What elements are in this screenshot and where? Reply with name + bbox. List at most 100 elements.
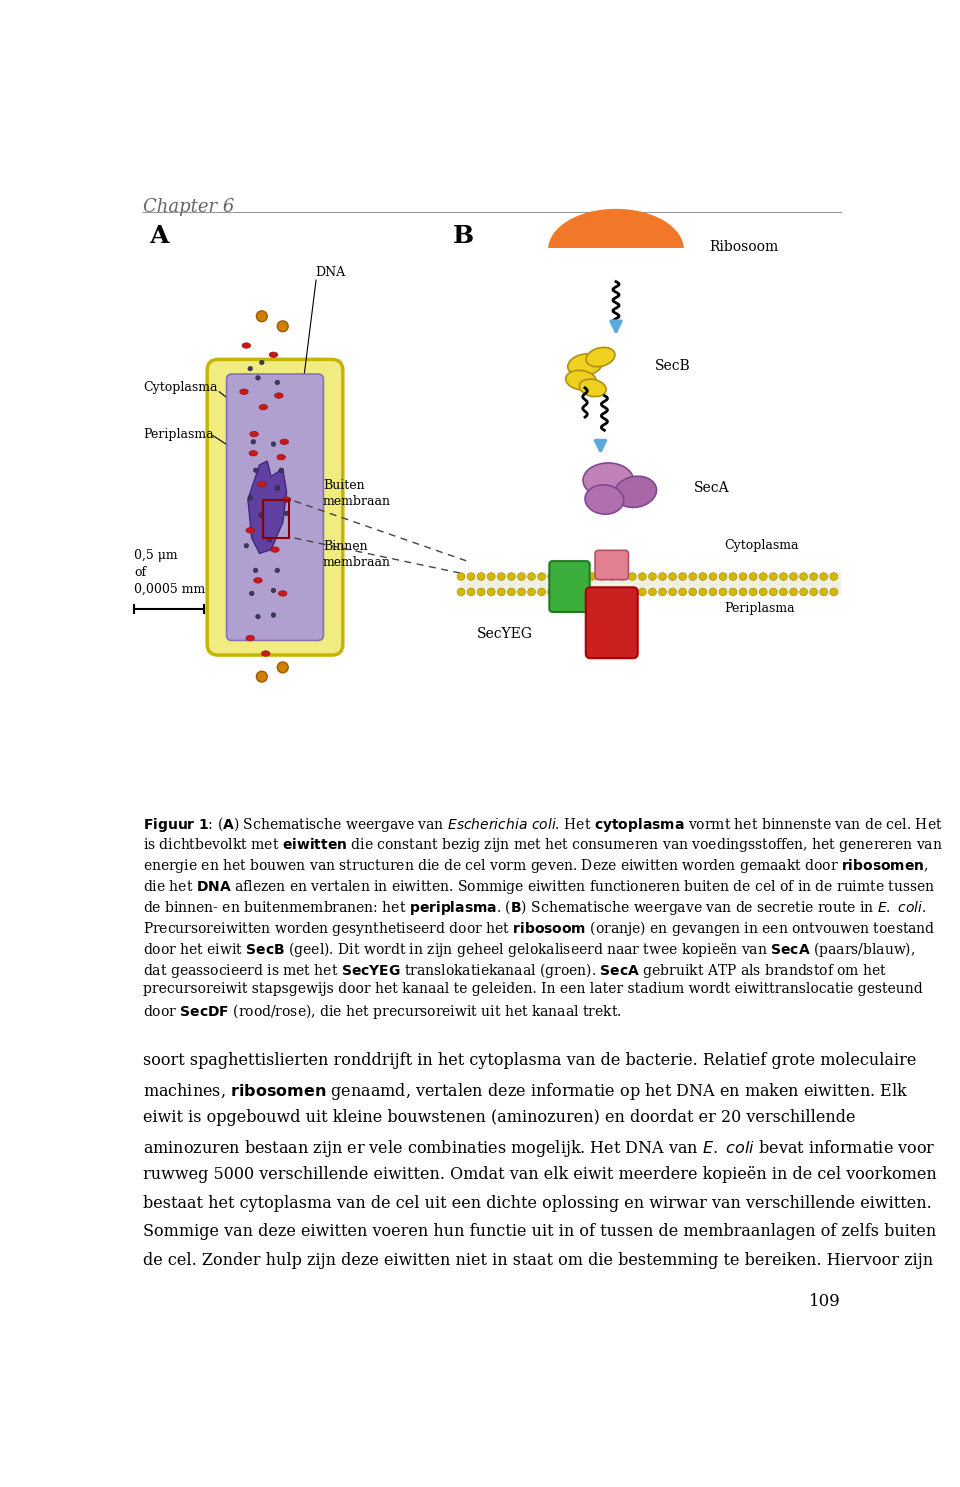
- Ellipse shape: [246, 528, 254, 532]
- Circle shape: [284, 512, 289, 516]
- Text: A: A: [150, 225, 169, 248]
- Circle shape: [770, 572, 778, 580]
- Circle shape: [275, 486, 279, 491]
- Circle shape: [558, 572, 565, 580]
- Ellipse shape: [246, 635, 254, 641]
- Text: dat geassocieerd is met het $\bf{SecYEG}$ translokatiekanaal (groen). $\bf{SecA}: dat geassocieerd is met het $\bf{SecYEG}…: [143, 961, 887, 980]
- Circle shape: [253, 568, 258, 572]
- Circle shape: [759, 572, 767, 580]
- Circle shape: [271, 613, 276, 617]
- Text: SecA: SecA: [693, 480, 730, 495]
- Ellipse shape: [276, 455, 285, 459]
- Ellipse shape: [548, 208, 684, 290]
- Circle shape: [508, 572, 516, 580]
- Text: Cytoplasma: Cytoplasma: [725, 540, 799, 552]
- Circle shape: [488, 572, 495, 580]
- Circle shape: [719, 572, 727, 580]
- Circle shape: [251, 440, 255, 445]
- Text: door het eiwit $\bf{SecB}$ (geel). Dit wordt in zijn geheel gelokaliseerd naar t: door het eiwit $\bf{SecB}$ (geel). Dit w…: [143, 940, 916, 959]
- Circle shape: [477, 572, 485, 580]
- Circle shape: [669, 572, 677, 580]
- Bar: [546, 248, 685, 296]
- Circle shape: [497, 572, 505, 580]
- Circle shape: [508, 587, 516, 596]
- Circle shape: [548, 572, 556, 580]
- Circle shape: [709, 572, 717, 580]
- Circle shape: [739, 587, 747, 596]
- Circle shape: [750, 587, 757, 596]
- Circle shape: [528, 572, 536, 580]
- Text: SecB: SecB: [655, 360, 690, 373]
- Circle shape: [277, 321, 288, 332]
- Circle shape: [528, 587, 536, 596]
- Circle shape: [629, 572, 636, 580]
- Bar: [263, 500, 289, 538]
- Ellipse shape: [614, 476, 657, 507]
- Text: 0,5 μm
of
0,0005 mm: 0,5 μm of 0,0005 mm: [134, 549, 205, 596]
- Circle shape: [829, 587, 838, 596]
- Circle shape: [649, 587, 657, 596]
- Circle shape: [679, 572, 686, 580]
- Circle shape: [256, 671, 267, 683]
- Ellipse shape: [275, 393, 283, 399]
- Text: aminozuren bestaan zijn er vele combinaties mogelijk. Het DNA van $\it{E.\ coli}: aminozuren bestaan zijn er vele combinat…: [143, 1138, 936, 1158]
- Text: door $\bf{SecDF}$ (rood/rose), die het precursoreiwit uit het kanaal trekt.: door $\bf{SecDF}$ (rood/rose), die het p…: [143, 1002, 622, 1022]
- Circle shape: [256, 311, 267, 321]
- Ellipse shape: [580, 379, 606, 397]
- Text: soort spaghettislierten ronddrijft in het cytoplasma van de bacterie. Relatief g: soort spaghettislierten ronddrijft in he…: [143, 1053, 917, 1069]
- Text: machines, $\bf{ribosomen}$ genaamd, vertalen deze informatie op het DNA en maken: machines, $\bf{ribosomen}$ genaamd, vert…: [143, 1081, 908, 1102]
- Ellipse shape: [586, 348, 615, 367]
- Circle shape: [271, 442, 276, 446]
- Text: eiwit is opgebouwd uit kleine bouwstenen (aminozuren) en doordat er 20 verschill: eiwit is opgebouwd uit kleine bouwstenen…: [143, 1109, 855, 1126]
- Ellipse shape: [242, 343, 251, 348]
- Text: bestaat het cytoplasma van de cel uit een dichte oplossing en wirwar van verschi: bestaat het cytoplasma van de cel uit ee…: [143, 1196, 932, 1212]
- Circle shape: [780, 572, 787, 580]
- Circle shape: [699, 572, 707, 580]
- Circle shape: [277, 662, 288, 672]
- Circle shape: [689, 587, 697, 596]
- Circle shape: [278, 468, 283, 473]
- FancyBboxPatch shape: [207, 360, 343, 656]
- Ellipse shape: [253, 577, 262, 583]
- Circle shape: [267, 537, 272, 541]
- Circle shape: [800, 587, 807, 596]
- Circle shape: [659, 587, 666, 596]
- Text: SecDF: SecDF: [585, 639, 632, 654]
- Circle shape: [629, 587, 636, 596]
- Circle shape: [488, 587, 495, 596]
- Circle shape: [548, 587, 556, 596]
- Circle shape: [517, 572, 525, 580]
- Circle shape: [578, 587, 586, 596]
- Circle shape: [809, 587, 818, 596]
- Text: Sommige van deze eiwitten voeren hun functie uit in of tussen de membraanlagen o: Sommige van deze eiwitten voeren hun fun…: [143, 1224, 937, 1240]
- Circle shape: [538, 587, 545, 596]
- Circle shape: [789, 587, 798, 596]
- Circle shape: [638, 572, 646, 580]
- Circle shape: [578, 572, 586, 580]
- FancyBboxPatch shape: [595, 550, 629, 580]
- Circle shape: [618, 587, 626, 596]
- Circle shape: [259, 360, 264, 364]
- Circle shape: [820, 572, 828, 580]
- Circle shape: [759, 587, 767, 596]
- Ellipse shape: [259, 404, 268, 410]
- Circle shape: [457, 587, 465, 596]
- Circle shape: [457, 572, 465, 580]
- Text: Buiten
membraan: Buiten membraan: [324, 479, 391, 509]
- Ellipse shape: [278, 590, 287, 596]
- Circle shape: [253, 468, 258, 473]
- Circle shape: [730, 587, 737, 596]
- Circle shape: [558, 587, 565, 596]
- Text: 109: 109: [809, 1292, 841, 1310]
- Circle shape: [780, 587, 787, 596]
- Circle shape: [568, 587, 576, 596]
- Circle shape: [659, 572, 666, 580]
- Circle shape: [255, 614, 260, 619]
- Circle shape: [497, 587, 505, 596]
- Circle shape: [689, 572, 697, 580]
- Circle shape: [618, 572, 626, 580]
- Ellipse shape: [583, 462, 634, 498]
- Ellipse shape: [240, 390, 249, 394]
- Circle shape: [820, 587, 828, 596]
- Text: $\bf{Figuur\ 1}$: ($\bf{A}$) Schematische weergave van $\it{Escherichia\ coli}$.: $\bf{Figuur\ 1}$: ($\bf{A}$) Schematisch…: [143, 815, 943, 834]
